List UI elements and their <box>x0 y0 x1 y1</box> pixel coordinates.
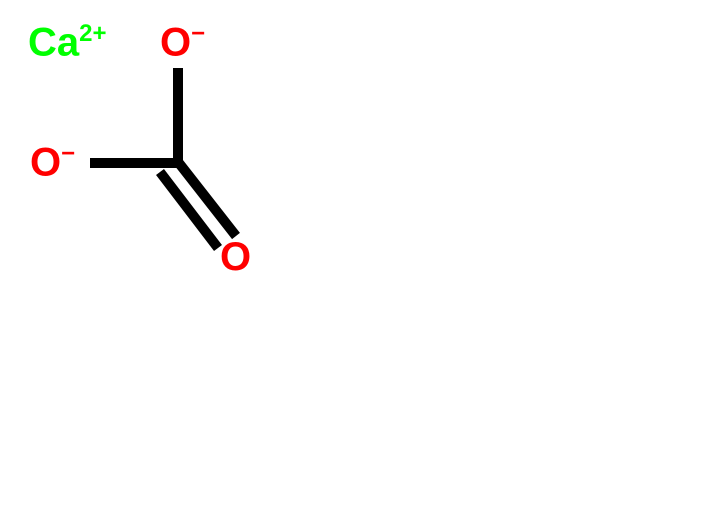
calcium-ion-label: Ca2+ <box>28 20 107 65</box>
oxygen-double-label: O <box>220 235 251 280</box>
o-left-charge: − <box>61 140 75 167</box>
ca-symbol: Ca <box>28 20 79 64</box>
molecule-diagram: Ca2+ O− O− O <box>0 0 720 500</box>
o-double-symbol: O <box>220 235 251 279</box>
o-top-charge: − <box>191 20 205 47</box>
oxygen-top-label: O− <box>160 20 205 65</box>
o-left-symbol: O <box>30 140 61 184</box>
o-top-symbol: O <box>160 20 191 64</box>
ca-charge: 2+ <box>79 20 106 47</box>
oxygen-left-label: O− <box>30 140 75 185</box>
bond-layer <box>0 0 720 500</box>
